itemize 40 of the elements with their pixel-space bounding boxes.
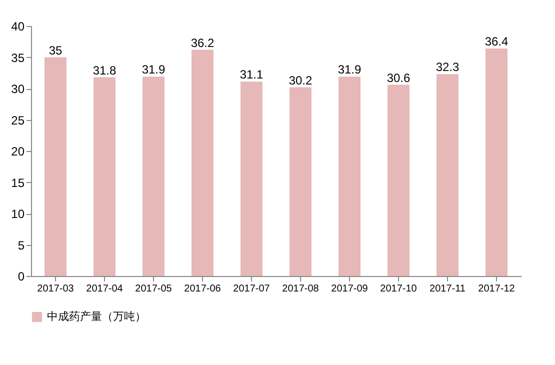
bar [192, 50, 214, 276]
y-tick-label: 30 [11, 82, 25, 96]
data-label: 32.3 [436, 60, 460, 74]
data-label: 31.9 [142, 62, 166, 77]
y-tick-label: 10 [11, 207, 25, 221]
x-tick-label: 2017-07 [233, 284, 270, 294]
bar [44, 57, 66, 276]
legend-label: 中成药产量（万吨） [47, 310, 146, 323]
bar [240, 82, 262, 276]
x-tick-label: 2017-12 [478, 284, 516, 294]
data-label: 31.8 [92, 63, 116, 78]
bar [436, 74, 458, 276]
x-tick-label: 2017-05 [135, 284, 172, 294]
data-label: 30.2 [288, 73, 312, 88]
x-tick-label: 2017-09 [331, 284, 368, 294]
y-tick-label: 15 [11, 176, 25, 190]
data-label: 36.4 [484, 34, 508, 48]
x-tick-label: 2017-06 [184, 284, 222, 294]
bar [290, 87, 312, 276]
x-tick-label: 2017-10 [380, 284, 418, 294]
bar [94, 77, 116, 276]
bar [338, 76, 360, 276]
x-tick-label: 2017-03 [37, 284, 74, 294]
x-tick-label: 2017-11 [430, 284, 466, 294]
y-tick-label: 40 [11, 20, 25, 34]
y-tick-label: 35 [11, 50, 25, 65]
bar [388, 84, 410, 276]
data-label: 36.2 [190, 36, 214, 50]
data-label: 31.9 [338, 62, 362, 77]
y-tick-label: 25 [11, 113, 25, 128]
bar [486, 48, 508, 276]
data-label: 35 [48, 43, 62, 58]
data-label: 30.6 [386, 70, 410, 85]
bar [142, 76, 164, 276]
data-label: 31.1 [240, 68, 264, 82]
y-tick-label: 0 [18, 270, 25, 284]
y-tick-label: 20 [11, 144, 25, 158]
x-tick-label: 2017-04 [86, 284, 124, 294]
x-tick-label: 2017-08 [282, 284, 320, 294]
y-tick-label: 5 [18, 238, 25, 252]
